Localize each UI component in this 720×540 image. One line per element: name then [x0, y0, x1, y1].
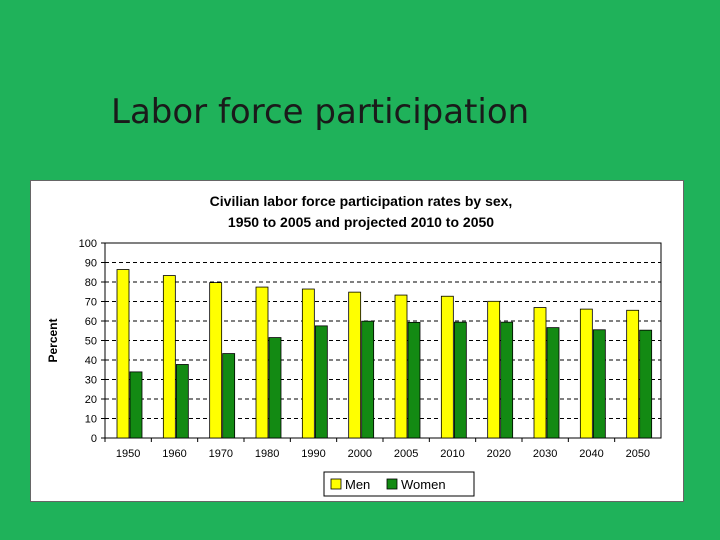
slide-title: Labor force participation — [111, 92, 530, 132]
bar-women-2030 — [546, 327, 560, 439]
bar-women-1970 — [222, 353, 236, 439]
legend — [323, 471, 475, 497]
x-tick-label: 2005 — [394, 448, 418, 460]
bar-chart: Civilian labor force participation rates… — [46, 193, 662, 497]
legend-swatch-men — [330, 478, 342, 490]
x-tick-label: 1960 — [162, 448, 186, 460]
x-tick-label: 1980 — [255, 448, 279, 460]
y-tick-label: 30 — [85, 375, 97, 387]
bar-men-2000 — [348, 291, 362, 439]
x-tick-label: 2050 — [626, 448, 650, 460]
bar-women-1950 — [129, 371, 143, 439]
bar-women-2050 — [639, 329, 653, 439]
legend-label-men: Men — [345, 477, 370, 492]
bar-women-2020 — [500, 321, 514, 439]
bar-men-2050 — [626, 309, 640, 439]
bar-men-1990 — [301, 288, 315, 439]
bar-men-1970 — [209, 282, 223, 439]
y-tick-label: 100 — [79, 238, 97, 250]
bar-men-1980 — [255, 286, 269, 439]
y-tick-label: 0 — [91, 433, 97, 445]
bar-men-2030 — [533, 307, 547, 439]
bar-women-1980 — [268, 337, 282, 439]
bar-men-2010 — [440, 295, 454, 439]
bar-women-2000 — [361, 320, 375, 439]
x-tick-label: 2030 — [533, 448, 557, 460]
legend-label-women: Women — [401, 477, 446, 492]
chart-panel: Civilian labor force participation rates… — [30, 180, 684, 502]
y-tick-label: 20 — [85, 394, 97, 406]
bar-men-2040 — [579, 308, 593, 439]
y-tick-label: 60 — [85, 316, 97, 328]
legend-swatch-women — [386, 478, 398, 490]
y-tick-label: 10 — [85, 414, 97, 426]
bar-women-1990 — [314, 325, 328, 439]
bar-men-2005 — [394, 294, 408, 439]
y-axis-label: Percent — [46, 318, 60, 362]
y-tick-label: 50 — [85, 336, 97, 348]
y-tick-label: 70 — [85, 297, 97, 309]
bar-women-2005 — [407, 321, 421, 439]
chart-title-line: Civilian labor force participation rates… — [210, 193, 513, 209]
bar-women-2040 — [592, 329, 606, 439]
y-tick-label: 90 — [85, 258, 97, 270]
x-tick-label: 2010 — [440, 448, 464, 460]
bar-women-2010 — [453, 321, 467, 439]
chart-title-line: 1950 to 2005 and projected 2010 to 2050 — [228, 214, 494, 230]
x-tick-label: 1950 — [116, 448, 140, 460]
bar-men-1960 — [162, 275, 176, 439]
x-tick-label: 1990 — [301, 448, 325, 460]
bar-men-2020 — [487, 300, 501, 439]
x-tick-label: 2020 — [487, 448, 511, 460]
y-tick-label: 80 — [85, 277, 97, 289]
x-tick-label: 2040 — [579, 448, 603, 460]
bar-women-1960 — [175, 364, 189, 439]
x-tick-label: 1970 — [209, 448, 233, 460]
bar-men-1950 — [116, 269, 130, 439]
y-tick-label: 40 — [85, 355, 97, 367]
x-tick-label: 2000 — [348, 448, 372, 460]
